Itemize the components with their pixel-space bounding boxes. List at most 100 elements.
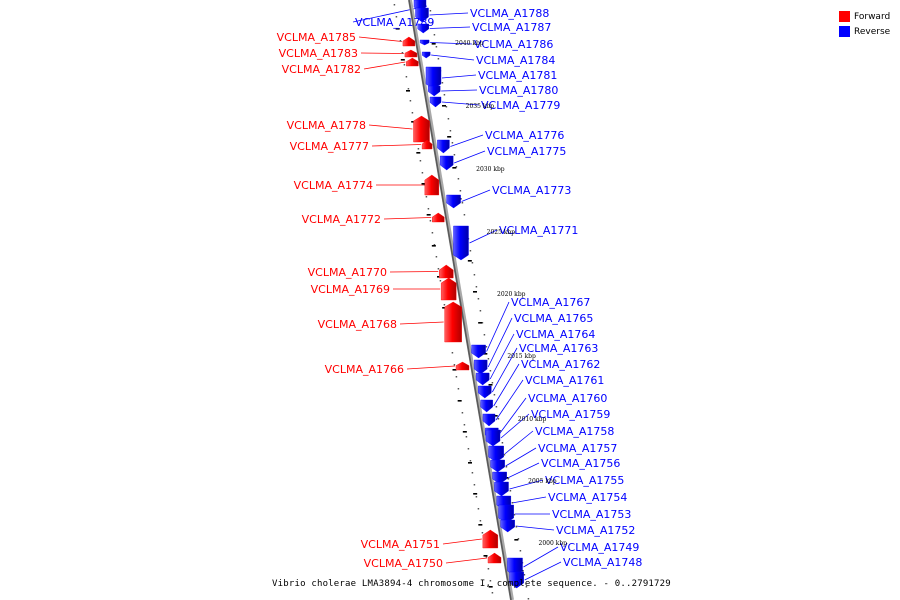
gene-vclma-a1780[interactable] [427, 85, 441, 97]
gene-vclma-a1771[interactable] [453, 225, 469, 261]
gene-label[interactable]: VCLMA_A1780 [479, 84, 558, 97]
gene-label[interactable]: VCLMA_A1778 [287, 119, 366, 132]
gene-label[interactable]: VCLMA_A1771 [499, 224, 578, 237]
gene-vclma-a1788[interactable] [415, 7, 429, 23]
gene-vclma-a1784[interactable] [421, 51, 431, 59]
gene-label[interactable]: VCLMA_A1789 [355, 16, 434, 29]
scale-dot [489, 580, 492, 582]
gene-vclma-a1768[interactable] [444, 301, 462, 343]
gene-vclma-a1756[interactable] [492, 471, 507, 485]
gene-vclma-a1751[interactable] [482, 529, 499, 549]
scale-dot [511, 502, 514, 504]
gene-vclma-a1777[interactable] [421, 139, 433, 150]
gene-label[interactable]: VCLMA_A1783 [279, 47, 358, 60]
gene-label[interactable]: VCLMA_A1765 [514, 312, 593, 325]
gene-vclma-a1758[interactable] [488, 445, 504, 463]
gene-vclma-a1785[interactable] [402, 36, 416, 47]
gene-vclma-a1770[interactable] [439, 264, 454, 279]
scale-dot [483, 334, 486, 336]
gene-label[interactable]: VCLMA_A1756 [541, 457, 620, 470]
gene-label[interactable]: VCLMA_A1752 [556, 524, 635, 537]
gene-label[interactable]: VCLMA_A1754 [548, 491, 627, 504]
gene-vclma-a1752[interactable] [500, 519, 515, 533]
gene-label[interactable]: VCLMA_A1787 [472, 21, 551, 34]
gene-label[interactable]: VCLMA_A1757 [538, 442, 617, 455]
gene-label[interactable]: VCLMA_A1755 [545, 474, 624, 487]
gene-vclma-a1779[interactable] [429, 96, 442, 108]
gene-label[interactable]: VCLMA_A1772 [302, 213, 381, 226]
gene-label[interactable]: VCLMA_A1758 [535, 425, 614, 438]
gene-label[interactable]: VCLMA_A1753 [552, 508, 631, 521]
gene-vclma-a1787[interactable] [417, 23, 429, 34]
gene-label[interactable]: VCLMA_A1751 [361, 538, 440, 551]
gene-vclma-a1782[interactable] [406, 57, 419, 67]
gene-vclma-a1781[interactable] [425, 66, 442, 90]
label-leader-line [383, 217, 432, 220]
gene-label[interactable]: VCLMA_A1785 [277, 31, 356, 44]
position-tick-label: 2000 kbp [539, 540, 568, 547]
gene-vclma-a1755[interactable] [494, 481, 509, 497]
gene-vclma-a1786[interactable] [419, 39, 430, 46]
gene-label[interactable]: VCLMA_A1776 [485, 129, 564, 142]
gene-label[interactable]: VCLMA_A1782 [282, 63, 361, 76]
gene-label[interactable]: VCLMA_A1748 [563, 556, 642, 569]
gene-vclma-a1776[interactable] [437, 139, 450, 154]
label-leader-line [509, 479, 544, 490]
gene-vclma-a1778[interactable] [413, 115, 430, 143]
gene-label[interactable]: VCLMA_A1773 [492, 184, 571, 197]
gene-label[interactable]: VCLMA_A1784 [476, 54, 555, 67]
gene-vclma-a1775[interactable] [439, 155, 454, 171]
gene-label[interactable]: VCLMA_A1781 [478, 69, 557, 82]
gene-label[interactable]: VCLMA_A1759 [531, 408, 610, 421]
scale-dash [442, 307, 447, 309]
gene-vclma-a1783[interactable] [404, 49, 418, 58]
gene-label[interactable]: VCLMA_A1769 [311, 283, 390, 296]
gene-vclma-a1762[interactable] [480, 399, 493, 413]
gene-label[interactable]: VCLMA_A1766 [325, 363, 404, 376]
scale-dot [473, 484, 476, 486]
position-tick-label: 2010 kbp [518, 416, 547, 423]
gene-vclma-a1766[interactable] [455, 361, 470, 371]
gene-label[interactable]: VCLMA_A1774 [294, 179, 373, 192]
scale-dot [499, 430, 502, 432]
gene-label[interactable]: VCLMA_A1762 [521, 358, 600, 371]
gene-label[interactable]: VCLMA_A1777 [290, 140, 369, 153]
gene-vclma-a1774[interactable] [424, 174, 440, 196]
gene-label[interactable]: VCLMA_A1763 [519, 342, 598, 355]
gene-label[interactable]: VCLMA_A1770 [308, 266, 387, 279]
gene-vclma-a1772[interactable] [432, 212, 445, 223]
gene-vclma-a1750[interactable] [487, 552, 502, 564]
gene-vclma-a1764[interactable] [475, 372, 490, 386]
gene-label[interactable]: VCLMA_A1749 [560, 541, 639, 554]
gene-vclma-a1769[interactable] [440, 277, 457, 301]
scale-dot [451, 142, 454, 144]
gene-label[interactable]: VCLMA_A1775 [487, 145, 566, 158]
label-leader-line [523, 546, 559, 568]
gene-label[interactable]: VCLMA_A1764 [516, 328, 595, 341]
label-leader-line [500, 413, 530, 439]
gene-label[interactable]: VCLMA_A1761 [525, 374, 604, 387]
gene-vclma-a1757[interactable] [490, 459, 505, 473]
gene-vclma-a1748[interactable] [509, 571, 524, 589]
gene-label[interactable]: VCLMA_A1767 [511, 296, 590, 309]
legend-reverse-swatch [839, 26, 850, 37]
gene-label[interactable]: VCLMA_A1768 [318, 318, 397, 331]
scale-dash [431, 245, 436, 247]
gene-label[interactable]: VCLMA_A1786 [474, 38, 553, 51]
gene-vclma-a1773[interactable] [446, 194, 461, 209]
gene-vclma-a1767[interactable] [471, 344, 486, 359]
gene-label[interactable]: VCLMA_A1760 [528, 392, 607, 405]
scale-dot [453, 364, 456, 366]
scale-dot [395, 16, 398, 18]
scale-dot [437, 58, 440, 60]
scale-dot [441, 82, 444, 84]
gene-vclma-a1765[interactable] [473, 359, 488, 375]
gene-vclma-a1759[interactable] [485, 429, 501, 447]
gene-vclma-a1761[interactable] [482, 413, 496, 427]
gene-label[interactable]: VCLMA_A1779 [481, 99, 560, 112]
gene-label[interactable]: VCLMA_A1750 [364, 557, 443, 570]
gene-label[interactable]: VCLMA_A1788 [470, 7, 549, 20]
scale-dot [435, 256, 438, 258]
gene-vclma-a1763[interactable] [478, 385, 492, 399]
